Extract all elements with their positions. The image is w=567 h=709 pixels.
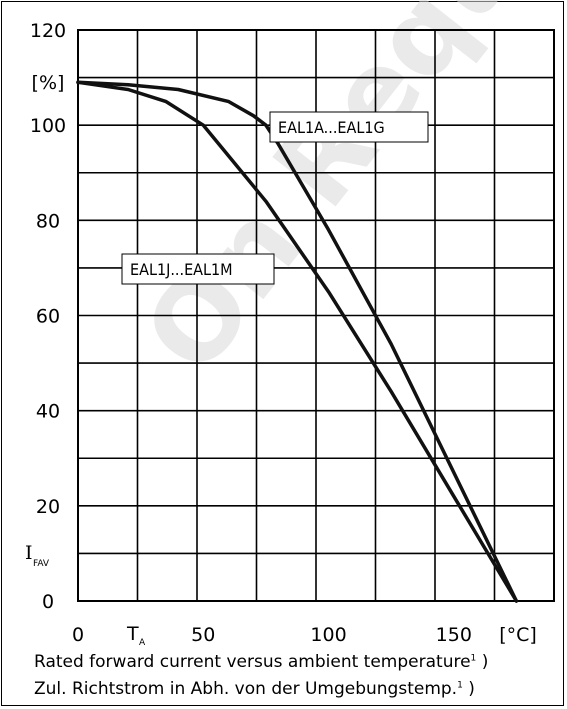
series-label-2-box: [121, 253, 275, 285]
y-tick-label: 60: [36, 306, 60, 328]
caption-german-close: ): [468, 679, 475, 699]
caption-english-close: ): [481, 652, 489, 672]
axis-labels: [%] I FAV T A [°C]: [25, 72, 537, 648]
series-label-1-box: [269, 111, 429, 143]
x-tick-label: 100: [310, 624, 346, 646]
x-tick-label: 0: [72, 624, 84, 646]
x-tick-label: 50: [191, 624, 215, 646]
x-tick-label: 150: [436, 624, 472, 646]
x-axis-symbol: T: [126, 623, 139, 645]
y-tick-label: 120: [30, 20, 66, 42]
caption-english-text: Rated forward current versus ambient tem…: [34, 652, 471, 672]
series-line-1: [76, 80, 519, 603]
x-axis-subscript: A: [139, 638, 146, 648]
y-tick-label: 20: [36, 496, 60, 518]
caption-german-footnote: 1: [457, 680, 463, 691]
watermark-text: On Request: [120, 0, 567, 396]
plot-border: [77, 29, 555, 602]
watermark: On Request: [120, 0, 567, 396]
series-label-1: EAL1A...EAL1G: [278, 118, 385, 137]
caption-german: Zul. Richtstrom in Abh. von der Umgebung…: [34, 679, 475, 699]
x-axis-unit: [°C]: [499, 624, 537, 646]
y-axis-symbol: I: [25, 542, 33, 564]
y-tick-label: 0: [42, 591, 54, 613]
y-tick-label: 100: [30, 115, 66, 137]
y-tick-label: 40: [36, 401, 60, 423]
series-line-2: [76, 80, 519, 603]
y-axis-subscript: FAV: [33, 559, 50, 569]
grid: [77, 29, 555, 602]
caption-german-text: Zul. Richtstrom in Abh. von der Umgebung…: [34, 679, 458, 699]
series-labels: EAL1A...EAL1G EAL1J...EAL1M: [121, 111, 429, 285]
tick-labels: 0 20 40 60 80 100 120 0 50 100 150: [30, 20, 472, 646]
y-axis-unit: [%]: [32, 72, 65, 94]
caption-english: Rated forward current versus ambient tem…: [34, 652, 488, 672]
series-lines: [76, 80, 519, 603]
caption-english-footnote: 1: [470, 653, 477, 664]
y-tick-label: 80: [36, 210, 60, 232]
series-label-2: EAL1J...EAL1M: [130, 260, 233, 279]
